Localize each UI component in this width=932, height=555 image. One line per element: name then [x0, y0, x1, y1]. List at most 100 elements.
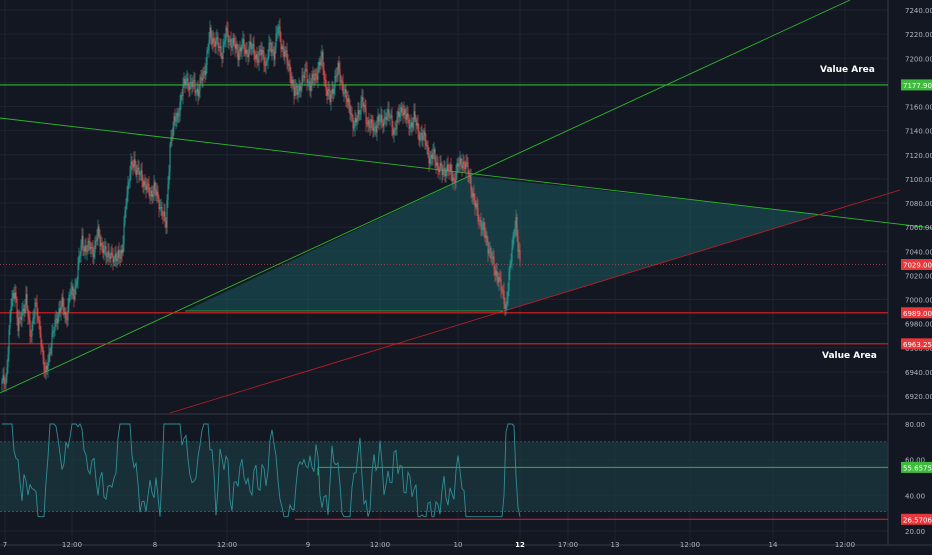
candle-body	[46, 365, 48, 370]
candle-body	[441, 166, 443, 176]
candle-body	[406, 113, 408, 120]
candle-body	[289, 64, 291, 76]
candle-body	[305, 69, 307, 71]
candle-body	[447, 164, 449, 171]
candle-body	[396, 116, 398, 129]
time-axis-tick: 13	[611, 541, 620, 549]
price-axis-tick: 7160.00	[905, 104, 932, 112]
candle-body	[398, 111, 400, 118]
candle-body	[250, 41, 252, 49]
last-price-tag-bg	[901, 259, 932, 271]
candle-body	[462, 161, 464, 169]
candle-body	[477, 207, 479, 221]
candle-body	[472, 193, 474, 198]
candle-body	[337, 63, 339, 75]
candle-body	[283, 49, 285, 57]
candle-body	[444, 168, 446, 177]
candle-body	[223, 41, 225, 45]
candle-body	[120, 249, 122, 259]
candle-body	[369, 127, 371, 129]
candle-body	[390, 115, 392, 117]
candle-body	[378, 115, 380, 122]
candle-body	[343, 92, 345, 94]
candle-body	[290, 75, 292, 84]
candle-body	[247, 53, 249, 58]
candle-body	[347, 97, 349, 103]
candle-body	[338, 63, 340, 70]
candle-body	[56, 318, 58, 324]
candle-body	[330, 95, 332, 103]
candle-body	[277, 27, 279, 34]
candle-body	[468, 174, 470, 178]
candle-body	[440, 163, 442, 167]
candle-body	[436, 162, 438, 167]
price-axis-tick: 7140.00	[905, 128, 932, 136]
candle-body	[167, 184, 169, 201]
candle-body	[459, 158, 461, 165]
drawing-line-layer[interactable]	[0, 0, 932, 414]
candle-body	[391, 115, 393, 128]
candle-body	[341, 80, 343, 83]
candle-body	[177, 112, 179, 117]
price-axis-tick: 7060.00	[905, 224, 932, 232]
candle-body	[409, 126, 411, 129]
candle-body	[430, 154, 432, 159]
candle-body	[211, 37, 213, 45]
candle-body	[229, 39, 231, 42]
ascending-trendline-red	[169, 189, 901, 414]
candle-body	[22, 308, 24, 311]
candle-body	[188, 86, 190, 90]
candle-body	[373, 127, 375, 131]
candle-body	[90, 247, 92, 250]
candle-body	[246, 50, 248, 54]
candle-body	[239, 47, 241, 53]
candle-body	[99, 236, 101, 247]
candle-body	[108, 250, 110, 257]
price-axis-tick: 7220.00	[905, 31, 932, 39]
candle-body	[245, 50, 247, 54]
rsi-axis-tick: 80.00	[905, 421, 925, 429]
candle-body	[89, 242, 91, 250]
candle-body	[516, 216, 518, 236]
candle-body	[262, 50, 264, 53]
candle-body	[384, 117, 386, 118]
candle-body	[224, 40, 226, 42]
candle-body	[458, 164, 460, 167]
candle-body	[113, 258, 115, 263]
time-axis-tick: 12:00	[835, 541, 855, 549]
candle-body	[388, 109, 390, 118]
candle-body	[271, 49, 273, 53]
candle-body	[95, 240, 97, 242]
candle-body	[422, 135, 424, 140]
candle-body	[41, 346, 43, 348]
candle-body	[139, 173, 141, 176]
candle-body	[160, 206, 162, 208]
candle-body	[105, 246, 107, 258]
candle-body	[227, 30, 229, 42]
candle-body	[379, 121, 381, 122]
candle-body	[54, 320, 56, 331]
candle-body	[195, 92, 197, 94]
candle-body	[354, 117, 356, 128]
candle-body	[71, 286, 73, 291]
candle-body	[163, 211, 165, 217]
candle-body	[176, 112, 178, 121]
candle-body	[449, 164, 451, 172]
candle-body	[193, 80, 195, 81]
price-axis-tick: 7020.00	[905, 272, 932, 280]
candle-body	[454, 179, 456, 183]
candle-body	[339, 69, 341, 82]
candle-body	[122, 243, 124, 254]
candle-body	[237, 50, 239, 61]
candle-body	[471, 190, 473, 198]
candle-body	[2, 375, 4, 381]
candle-body	[150, 190, 152, 197]
candle-body	[62, 297, 64, 307]
candle-body	[450, 164, 452, 173]
candle-body	[410, 122, 412, 127]
candle-body	[511, 247, 513, 262]
candle-body	[258, 51, 260, 63]
candle-body	[55, 318, 57, 321]
